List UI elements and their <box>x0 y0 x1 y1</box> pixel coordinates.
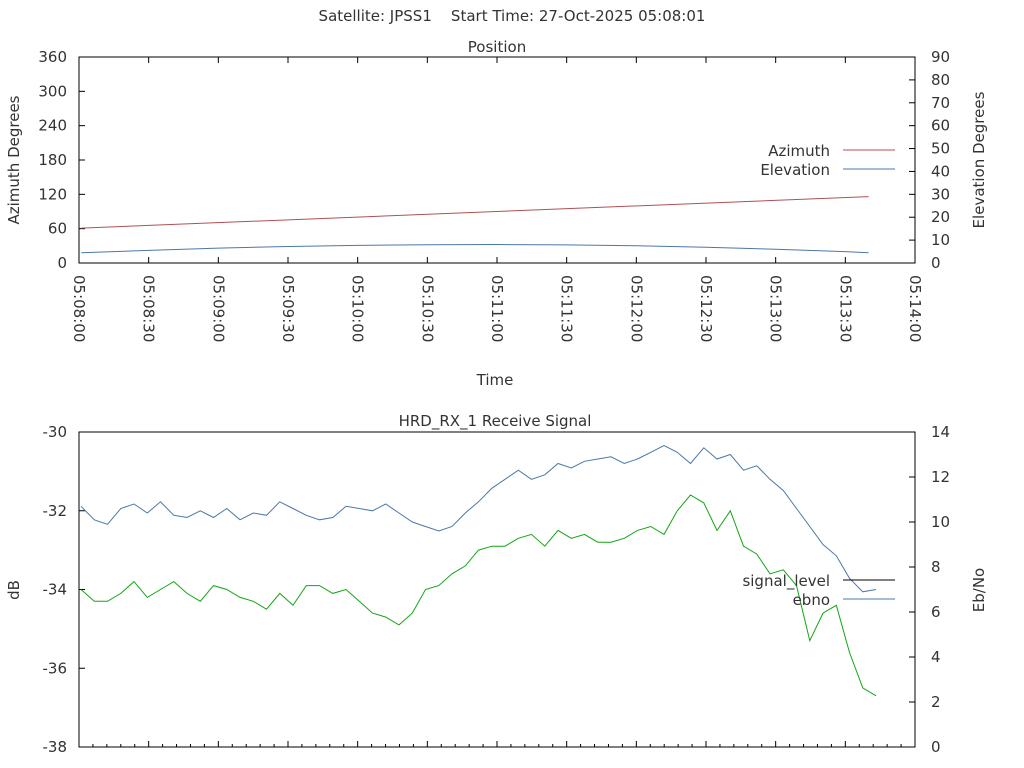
chart-page-title: Satellite: JPSS1 Start Time: 27-Oct-2025… <box>318 7 706 25</box>
receive-y2-ticks: 0 2 4 6 8 10 12 14 <box>909 423 950 756</box>
x-tick-label: 05:14:00 <box>906 275 924 342</box>
y2-tick-label: 0 <box>931 254 941 272</box>
receive-y2-axis-label: Eb/No <box>970 568 988 612</box>
y2-tick-label: 8 <box>931 558 941 576</box>
x-tick-label: 05:10:30 <box>418 275 436 342</box>
y2-tick-label: 6 <box>931 603 941 621</box>
y-tick-label: 240 <box>38 117 67 135</box>
y-tick-label: 360 <box>38 48 67 66</box>
x-tick-label: 05:09:00 <box>209 275 227 342</box>
receive-signal-chart: HRD_RX_1 Receive Signal dB Eb/No -38-36-… <box>5 412 988 756</box>
y2-tick-label: 10 <box>931 513 950 531</box>
y2-tick-label: 0 <box>931 738 941 756</box>
x-tick-label: 05:08:30 <box>140 275 158 342</box>
y2-tick-label: 30 <box>931 185 950 203</box>
y2-tick-label: 80 <box>931 71 950 89</box>
legend-label: signal_level <box>742 572 830 591</box>
series-line-elevation <box>81 243 869 254</box>
position-x-ticks: 05:08:00 05:08:30 05:09:00 05:09:30 05:10:00… <box>70 57 924 342</box>
x-tick-label: 05:10:00 <box>349 275 367 342</box>
y2-tick-label: 20 <box>931 208 950 226</box>
receive-series <box>80 444 877 697</box>
y-tick-label: -36 <box>43 659 68 677</box>
y2-tick-label: 60 <box>931 117 950 135</box>
position-y-ticks: 0 60 120 180 240 300 360 <box>38 48 85 272</box>
y-tick-label: 60 <box>48 220 67 238</box>
x-tick-label: 05:11:00 <box>488 275 506 342</box>
x-tick-label: 05:12:00 <box>627 275 645 342</box>
position-plot-frame <box>78 56 916 264</box>
position-y-axis-label: Azimuth Degrees <box>5 95 23 224</box>
x-tick-label: 05:13:30 <box>836 275 854 342</box>
y-tick-label: 0 <box>57 254 67 272</box>
y2-tick-label: 50 <box>931 140 950 158</box>
y2-tick-label: 2 <box>931 693 941 711</box>
series-line-azimuth <box>81 196 869 229</box>
y2-tick-label: 12 <box>931 468 950 486</box>
position-y2-axis-label: Elevation Degrees <box>970 91 988 228</box>
position-series <box>81 196 869 254</box>
y-tick-label: -38 <box>43 738 68 756</box>
x-tick-label: 05:12:30 <box>697 275 715 342</box>
y2-tick-label: 70 <box>931 94 950 112</box>
x-tick-label: 05:09:30 <box>279 275 297 342</box>
y2-tick-label: 10 <box>931 231 950 249</box>
x-tick-label: 05:08:00 <box>70 275 88 342</box>
y2-tick-label: 4 <box>931 648 941 666</box>
y-tick-label: -34 <box>43 581 68 599</box>
position-chart-title: Position <box>468 38 526 56</box>
y-tick-label: 180 <box>38 151 67 169</box>
series-line-ebno <box>80 444 877 593</box>
y-tick-label: -30 <box>43 423 68 441</box>
position-x-axis-label: Time <box>476 371 514 389</box>
legend-label: Elevation <box>760 161 830 179</box>
series-line-signal-green <box>80 494 877 697</box>
receive-x-ticks <box>78 741 916 747</box>
position-chart: Position Time Azimuth Degrees Elevation … <box>5 38 988 389</box>
y2-tick-label: 40 <box>931 162 950 180</box>
receive-chart-title: HRD_RX_1 Receive Signal <box>399 412 592 431</box>
y2-tick-label: 14 <box>931 423 950 441</box>
y2-tick-label: 90 <box>931 48 950 66</box>
y-tick-label: 300 <box>38 82 67 100</box>
legend-label: Azimuth <box>768 142 830 160</box>
legend-label: ebno <box>793 591 830 609</box>
receive-y-axis-label: dB <box>5 580 23 600</box>
x-tick-label: 05:11:30 <box>558 275 576 342</box>
y-tick-label: -32 <box>43 502 68 520</box>
y-tick-label: 120 <box>38 185 67 203</box>
x-tick-label: 05:13:00 <box>767 275 785 342</box>
receive-y-ticks: -38 -36 -34 -32 -30 <box>43 423 85 756</box>
position-y2-ticks: 0 10 20 30 40 50 60 70 80 90 <box>909 48 950 272</box>
